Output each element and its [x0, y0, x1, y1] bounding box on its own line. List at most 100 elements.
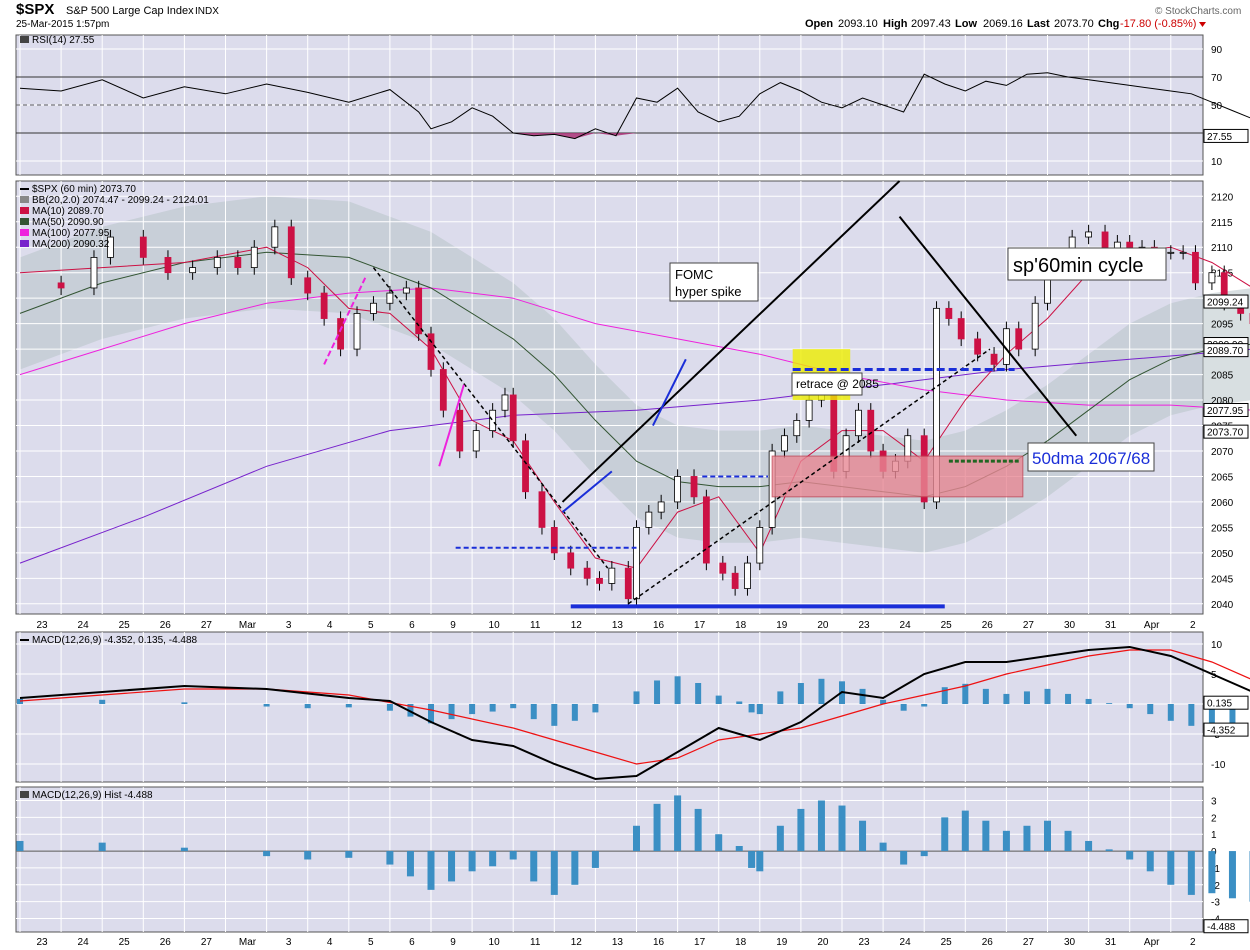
- price-legend-1-swatch: [20, 196, 29, 203]
- macd-hist-bar: [592, 704, 599, 713]
- candle-up: [489, 409, 497, 432]
- hist-bar: [1208, 851, 1216, 894]
- candle-down: [139, 236, 147, 258]
- hist-value-flag-box: [1203, 919, 1249, 934]
- macd-hist-bar: [428, 704, 434, 724]
- x-tick-label: 3: [286, 937, 292, 948]
- candle-up: [189, 267, 197, 274]
- macd-hist-bar: [748, 704, 755, 713]
- x-tick-label: 20: [817, 620, 829, 631]
- x-tick-label: 9: [450, 620, 456, 631]
- candle-down: [945, 307, 953, 319]
- flag-line-3: [561, 470, 613, 513]
- price-value-flag-4: 2073.70: [1207, 428, 1244, 439]
- macd-hist-bar: [1023, 691, 1030, 704]
- y-tick-label: 1: [1211, 830, 1217, 841]
- macd-hist-bar: [654, 680, 661, 704]
- candle-up: [1031, 302, 1039, 350]
- hist-bar: [1105, 849, 1113, 852]
- hist-bar: [1228, 851, 1236, 899]
- candle-down: [702, 496, 710, 564]
- hist-bar: [797, 808, 805, 852]
- fomc-note-line2: hyper spike: [675, 284, 741, 299]
- x-tick-label: 31: [1105, 620, 1117, 631]
- candle-down: [957, 318, 965, 340]
- hist-bar: [920, 851, 928, 857]
- candle-up: [1179, 251, 1187, 254]
- candle-up: [213, 257, 221, 269]
- fomc-note-box: [669, 262, 759, 302]
- candle-down: [427, 333, 435, 370]
- last-label: Last: [1027, 18, 1050, 30]
- y-tick-label: 2045: [1211, 574, 1234, 585]
- y-tick-label: -2: [1211, 881, 1220, 892]
- rsi-value-flag-box: [1203, 128, 1249, 143]
- macd-hist-bar: [345, 704, 352, 708]
- macd-hist-bar: [674, 676, 681, 704]
- candle-down: [974, 338, 982, 355]
- macd-hist-bar: [17, 698, 23, 704]
- macd-hist-bar: [900, 704, 907, 711]
- rsi-value-flag: 27.55: [1207, 132, 1232, 143]
- x-tick-label: 26: [982, 620, 994, 631]
- retrace-note: retrace @ 2085: [796, 377, 879, 391]
- cycle-note: sp'60min cycle: [1013, 255, 1144, 277]
- rsi-legend-swatch: [20, 36, 29, 43]
- candle-down: [456, 409, 464, 452]
- candle-up: [107, 236, 114, 258]
- high-value: 2097.43: [911, 18, 951, 30]
- macd-hist-bar: [736, 701, 743, 704]
- x-tick-label: 23: [36, 620, 48, 631]
- x-tick-label: 10: [489, 620, 501, 631]
- hist-bar: [817, 800, 825, 852]
- hist-bar: [550, 851, 558, 895]
- low-label: Low: [955, 18, 977, 30]
- macd-hist-bar: [1147, 704, 1154, 715]
- x-tick-label: 25: [119, 620, 131, 631]
- hist-bar: [530, 851, 538, 882]
- price-value-flag-0: 2099.24: [1207, 298, 1244, 309]
- x-tick-label: 10: [489, 937, 501, 948]
- downtrend-resistance-line: [898, 216, 1078, 437]
- x-tick-label: 27: [1023, 620, 1035, 631]
- macd-hist-bar: [1208, 704, 1215, 725]
- 50dma-note: 50dma 2067/68: [1032, 449, 1150, 468]
- macd-hist-bar: [510, 704, 517, 709]
- x-tick-label: 5: [368, 937, 374, 948]
- macd-hist-bar: [1065, 693, 1072, 704]
- x-tick-label: Apr: [1144, 937, 1160, 948]
- candle-down: [57, 282, 65, 289]
- y-tick-label: 2040: [1211, 600, 1234, 611]
- hist-legend: MACD(12,26,9) Hist -4.488: [32, 790, 153, 801]
- macd-hist-bar: [880, 699, 887, 704]
- hist-value-flag: -4.488: [1207, 922, 1236, 933]
- candle-down: [439, 369, 447, 411]
- macd-hist-bar: [962, 683, 969, 704]
- y-tick-label: 2: [1211, 813, 1217, 824]
- hist-bar: [1064, 830, 1072, 852]
- y-tick-label: -3: [1211, 898, 1220, 909]
- macd-signal-line: [19, 649, 1250, 765]
- macd-hist-bar: [633, 691, 640, 704]
- y-tick-label: 2115: [1211, 218, 1233, 229]
- open-value: 2093.10: [838, 18, 878, 30]
- x-tick-label: Mar: [239, 620, 257, 631]
- candle-down: [867, 409, 875, 452]
- price-value-flag-0-box: [1203, 294, 1249, 309]
- hist-bar: [1044, 820, 1051, 852]
- price-legend-5-swatch: [20, 240, 29, 247]
- x-tick-label: 24: [900, 620, 912, 631]
- candle-down: [719, 562, 727, 574]
- hist-bar: [468, 851, 476, 872]
- y-tick-label: 2120: [1211, 192, 1234, 203]
- macd-hist-bar: [1106, 703, 1113, 704]
- candle-up: [633, 527, 640, 600]
- x-tick-label: 30: [1064, 620, 1076, 631]
- hist-bar: [448, 851, 456, 882]
- x-tick-label: 5: [368, 620, 374, 631]
- candle-up: [744, 562, 751, 589]
- macd-hist-bar: [571, 704, 578, 721]
- x-tick-label: 27: [201, 937, 213, 948]
- y-tick-label: 2050: [1211, 549, 1234, 560]
- candle-up: [781, 435, 788, 452]
